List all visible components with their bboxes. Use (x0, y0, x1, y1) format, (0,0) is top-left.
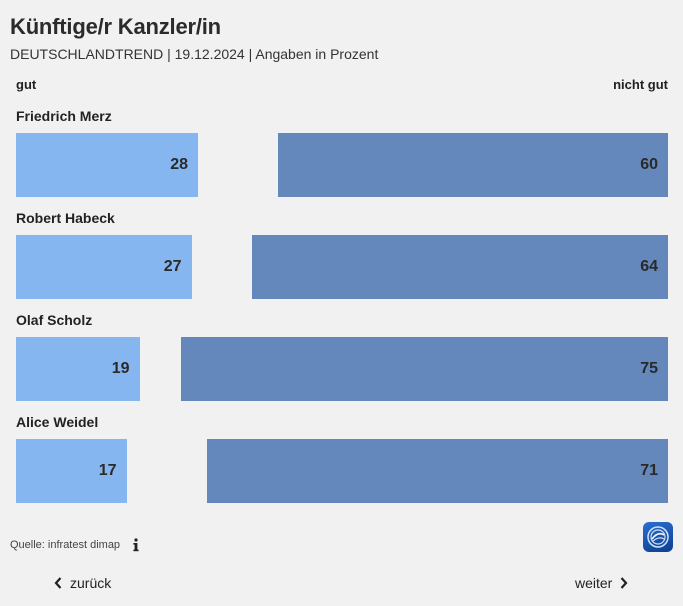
chart-title: Künftige/r Kanzler/in (10, 14, 221, 39)
bar-value-label: 71 (640, 462, 658, 479)
chart-subtitle: DEUTSCHLANDTREND | 19.12.2024 | Angaben … (10, 46, 379, 62)
prev-button[interactable]: zurück (54, 575, 111, 591)
diverging-bar-chart: Friedrich Merz 28 60 Robert Habeck 27 64 Olaf … (16, 108, 668, 503)
next-button[interactable]: weiter (575, 575, 628, 591)
bar-value-label: 64 (640, 258, 658, 275)
next-label: weiter (575, 575, 613, 591)
bar-good: 19 (16, 337, 140, 401)
bar-not-good: 75 (180, 337, 668, 401)
bar-good: 27 (16, 235, 192, 299)
category-label: Friedrich Merz (16, 108, 112, 124)
bar-not-good: 71 (206, 439, 668, 503)
bar-value-label: 28 (170, 156, 188, 173)
info-icon[interactable] (131, 537, 141, 553)
bar-not-good: 64 (252, 235, 668, 299)
bar-value-label: 75 (640, 360, 658, 377)
bar-value-label: 19 (111, 360, 130, 377)
category-label: Olaf Scholz (16, 312, 93, 328)
tagesschau-logo-icon (643, 522, 673, 552)
bar-not-good: 60 (278, 133, 668, 197)
legend-not-good-label: nicht gut (613, 77, 668, 92)
bar-good: 17 (16, 439, 127, 503)
bar-value-label: 17 (98, 462, 117, 479)
category-label: Alice Weidel (16, 414, 99, 430)
bar-value-label: 27 (163, 258, 182, 275)
chevron-left-icon (54, 577, 62, 589)
bar-good: 28 (16, 133, 198, 197)
category-label: Robert Habeck (16, 210, 115, 226)
bar-value-label: 60 (640, 156, 658, 173)
legend-good-label: gut (16, 77, 37, 92)
prev-label: zurück (70, 575, 112, 591)
source-note: Quelle: infratest dimap (10, 539, 121, 551)
chevron-right-icon (621, 577, 628, 589)
